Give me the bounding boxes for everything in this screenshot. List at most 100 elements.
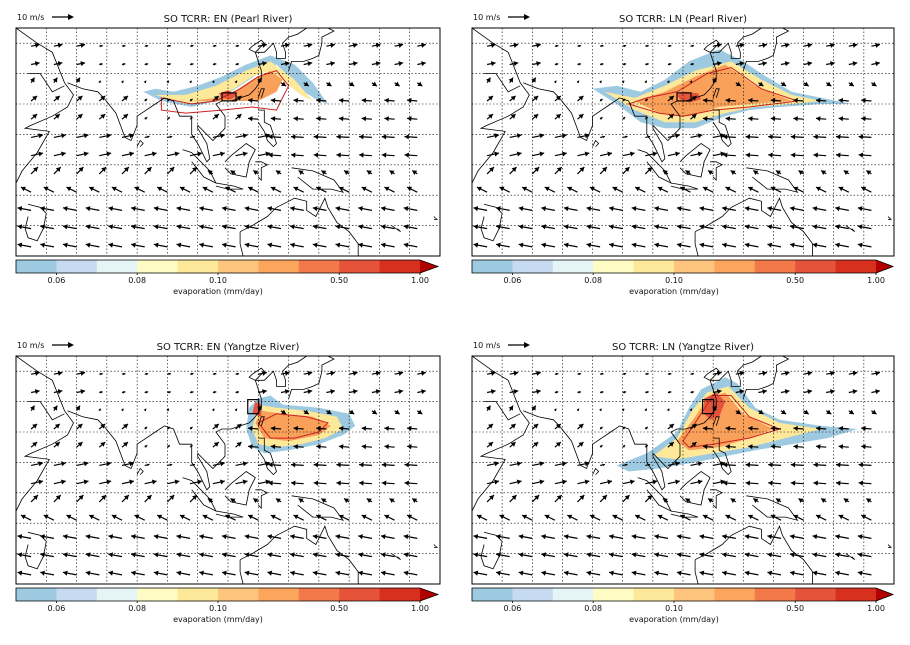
wind-vector xyxy=(248,97,259,103)
coastline-8 xyxy=(712,109,732,148)
wind-vector xyxy=(121,494,130,503)
colorbar-segment xyxy=(472,588,513,601)
wind-vector xyxy=(348,81,355,87)
colorbar-segment xyxy=(512,260,554,273)
wind-vector xyxy=(320,170,327,175)
coastline-3 xyxy=(257,88,265,99)
wind-vector xyxy=(289,552,304,558)
coastline-15 xyxy=(845,553,856,561)
wind-vector xyxy=(838,97,849,103)
coastline-7 xyxy=(224,471,256,506)
coastline-9 xyxy=(670,182,699,190)
wind-vector xyxy=(144,463,150,467)
coastline-0 xyxy=(472,28,530,215)
colorbar-label: evaporation (mm/day) xyxy=(173,615,263,624)
panel-title: SO TCRR: EN (Yangtze River) xyxy=(157,342,300,353)
wind-vector xyxy=(860,514,872,521)
wind-vector xyxy=(712,479,726,485)
wind-vector xyxy=(721,242,736,248)
wind-vector xyxy=(499,186,510,193)
wind-vector xyxy=(189,116,193,120)
wind-vector xyxy=(62,570,77,576)
wind-vector xyxy=(336,152,350,158)
wind-vector xyxy=(348,389,358,395)
wind-vector xyxy=(644,408,648,412)
wind-vector xyxy=(380,534,395,540)
wind-vector xyxy=(335,206,350,212)
wind-vector xyxy=(280,370,290,376)
wind-vector xyxy=(861,444,872,450)
wind-vector xyxy=(486,494,495,503)
wind-vector xyxy=(144,479,157,485)
wind-vector xyxy=(247,514,259,521)
wind-vector xyxy=(622,444,626,448)
wind-vector xyxy=(189,372,194,376)
wind-vector xyxy=(476,186,488,193)
wind-vector xyxy=(371,370,381,376)
wind-vector xyxy=(865,170,872,175)
wind-vector xyxy=(509,151,522,157)
wind-vector xyxy=(394,81,401,87)
wind-vector xyxy=(121,479,135,485)
wind-vector xyxy=(690,133,703,139)
wind-vector xyxy=(690,62,695,66)
wind-vector xyxy=(76,370,86,376)
wind-vector xyxy=(780,370,790,376)
wind-vector xyxy=(871,42,881,48)
wind-vector xyxy=(326,42,336,48)
wind-vector xyxy=(531,77,537,84)
colorbar-label: evaporation (mm/day) xyxy=(629,287,719,296)
wind-vector xyxy=(153,552,168,558)
wind-vector xyxy=(599,390,604,394)
wind-vector xyxy=(645,135,651,139)
wind-vector xyxy=(189,479,203,485)
wind-vector xyxy=(199,534,214,540)
coastline-12 xyxy=(694,559,699,584)
wind-vector xyxy=(336,462,350,468)
wind-vector xyxy=(509,113,516,120)
wind-vector xyxy=(553,408,557,412)
wind-vector xyxy=(244,552,259,558)
wind-vector xyxy=(244,242,259,248)
wind-vector xyxy=(486,423,494,430)
wind-vector xyxy=(758,389,768,395)
wind-vector xyxy=(735,389,745,395)
colorbar-segment xyxy=(298,588,340,601)
wind-vector xyxy=(134,186,145,193)
wind-vector xyxy=(289,534,304,540)
wind-vector xyxy=(798,170,804,175)
wind-vector xyxy=(359,462,372,468)
wind-vector xyxy=(189,98,193,102)
wind-vector xyxy=(108,206,123,212)
wind-vector xyxy=(577,372,582,376)
wind-vector xyxy=(667,44,672,48)
wind-vector xyxy=(361,186,373,193)
wind-vector xyxy=(812,552,827,558)
wind-vector xyxy=(631,242,646,248)
wind-vector xyxy=(312,552,327,558)
reference-vector-head xyxy=(524,14,530,20)
wind-vector xyxy=(153,570,168,576)
wind-vector xyxy=(244,570,259,576)
wind-vector xyxy=(644,444,649,448)
wind-vector xyxy=(17,242,32,248)
colorbar-segment xyxy=(96,260,138,273)
wind-vector xyxy=(189,494,198,503)
wind-vector xyxy=(312,206,327,212)
wind-vector xyxy=(30,77,35,84)
wind-vector xyxy=(380,206,395,212)
wind-vector xyxy=(622,390,627,394)
wind-vector xyxy=(303,370,313,376)
wind-vector xyxy=(825,81,832,87)
wind-vector xyxy=(416,409,423,415)
wind-vector xyxy=(608,224,623,230)
wind-vector xyxy=(221,206,236,212)
wind-vector xyxy=(143,80,147,84)
panel-title: SO TCRR: EN (Pearl River) xyxy=(164,14,293,25)
wind-vector xyxy=(85,570,100,576)
colorbar-segment xyxy=(218,260,259,273)
wind-vector xyxy=(207,498,214,503)
wind-vector xyxy=(258,151,271,157)
wind-vector xyxy=(62,552,77,558)
wind-vector xyxy=(843,170,850,175)
